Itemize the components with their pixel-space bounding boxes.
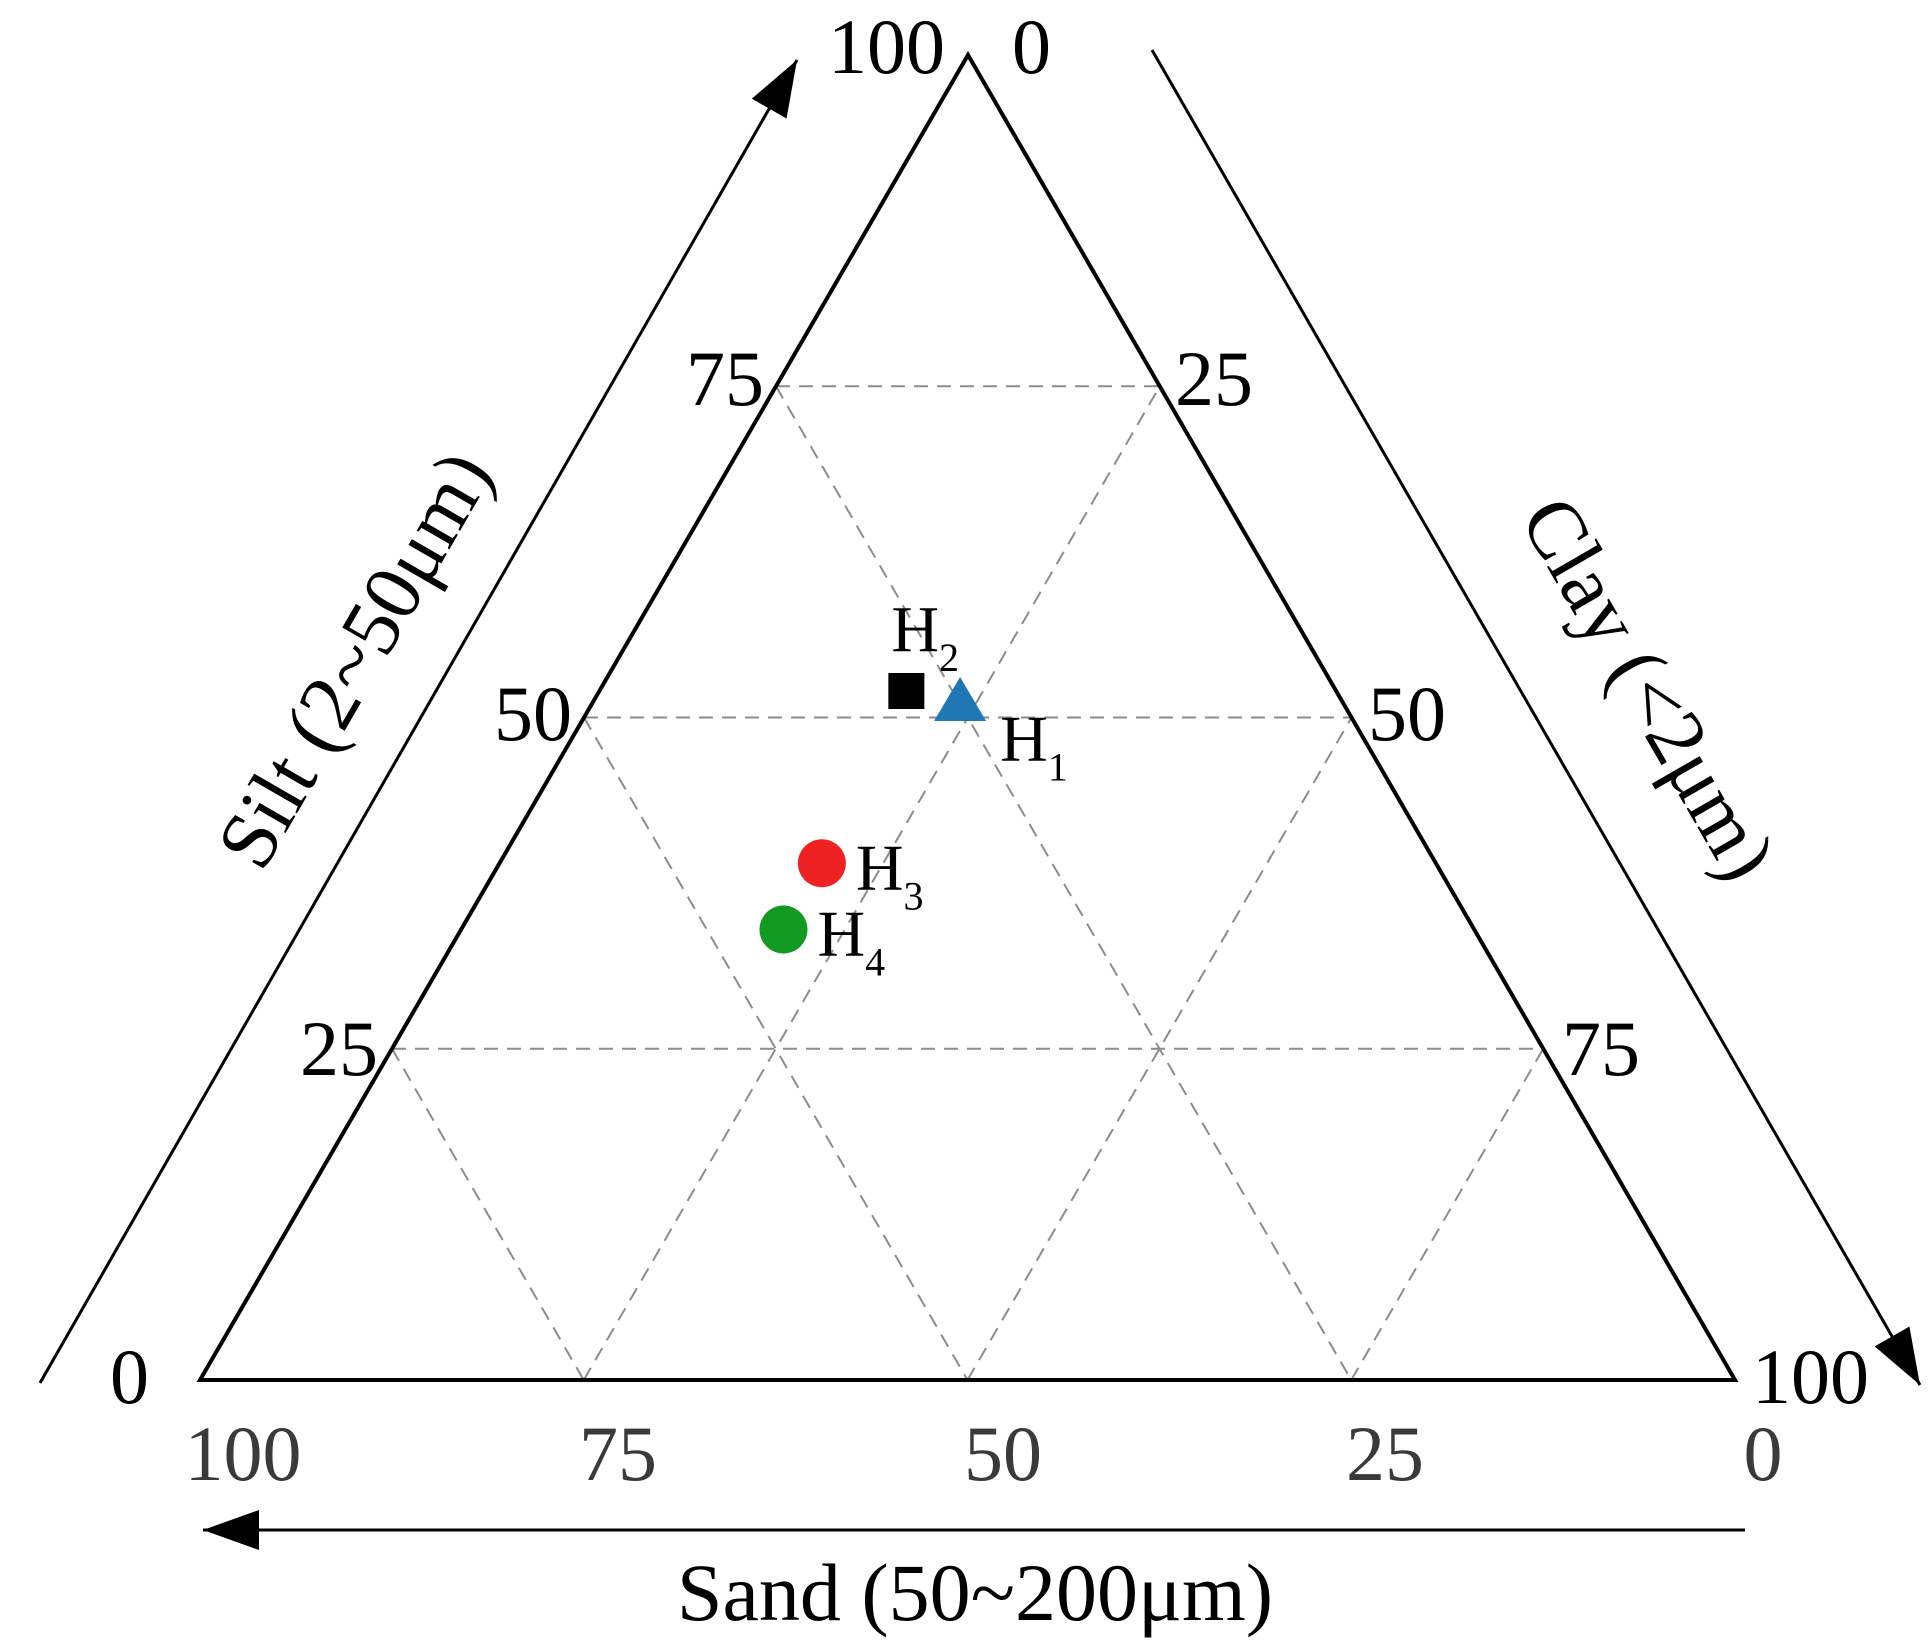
sand-axis-title: Sand (50~200μm) xyxy=(677,1547,1273,1638)
sand-tick-0: 0 xyxy=(1744,1410,1783,1497)
point-marker-H1 xyxy=(934,676,987,721)
clay-tick-25: 25 xyxy=(1175,335,1253,422)
clay-axis-arrow-line xyxy=(1150,49,1922,1386)
triangle-frame xyxy=(196,51,1739,1382)
grid-line-clay-25 xyxy=(582,385,1161,1381)
point-H2: H2 xyxy=(888,593,959,709)
point-marker-H2 xyxy=(888,673,925,709)
point-H1: H1 xyxy=(934,676,1068,789)
clay-tick-0: 0 xyxy=(1012,3,1051,90)
silt-axis-arrow-line xyxy=(38,59,799,1384)
silt-tick-50: 50 xyxy=(494,670,572,757)
silt-tick-0: 0 xyxy=(110,1333,149,1420)
point-label-H4: H4 xyxy=(817,898,885,985)
clay-axis-arrow-arrowhead xyxy=(1874,1326,1920,1385)
clay-axis-title: Clay (<2μm) xyxy=(1503,481,1794,895)
grid-line-sand-50 xyxy=(583,716,969,1381)
silt-tick-100: 100 xyxy=(828,3,945,90)
point-label-H3: H3 xyxy=(856,831,924,918)
point-marker-H3 xyxy=(797,839,846,888)
grid-line-clay-50 xyxy=(966,716,1353,1381)
axis-arrows xyxy=(38,49,1922,1550)
clay-tick-75: 75 xyxy=(1562,1005,1640,1092)
silt-axis-title: Silt (2~50μm) xyxy=(199,436,510,883)
silt-tick-75: 75 xyxy=(686,335,764,422)
clay-tick-100: 100 xyxy=(1752,1333,1869,1420)
sand-tick-50: 50 xyxy=(964,1410,1042,1497)
clay-ticks: 0 25 50 75 100 xyxy=(1012,3,1869,1420)
point-marker-H4 xyxy=(759,905,808,954)
grid-line-clay-75 xyxy=(1350,1048,1545,1381)
point-label-H1: H1 xyxy=(1000,702,1068,789)
point-H4: H4 xyxy=(759,898,885,985)
grid-line-sand-75 xyxy=(391,1048,585,1381)
sand-axis-arrow-arrowhead xyxy=(203,1510,259,1550)
silt-axis-arrow-arrowhead xyxy=(751,60,797,119)
sand-tick-75: 75 xyxy=(579,1410,657,1497)
grid-lines xyxy=(391,385,1545,1381)
sand-ticks: 100 75 50 25 0 xyxy=(185,1410,1783,1497)
sand-tick-100: 100 xyxy=(185,1410,302,1497)
point-label-H2: H2 xyxy=(891,593,959,680)
silt-tick-25: 25 xyxy=(300,1005,378,1092)
point-H3: H3 xyxy=(797,831,924,918)
silt-ticks: 0 25 50 75 100 xyxy=(110,3,945,1420)
clay-tick-50: 50 xyxy=(1368,670,1446,757)
triangle-outline xyxy=(196,51,1739,1382)
grid-line-sand-25 xyxy=(775,385,1353,1381)
sand-tick-25: 25 xyxy=(1346,1410,1424,1497)
